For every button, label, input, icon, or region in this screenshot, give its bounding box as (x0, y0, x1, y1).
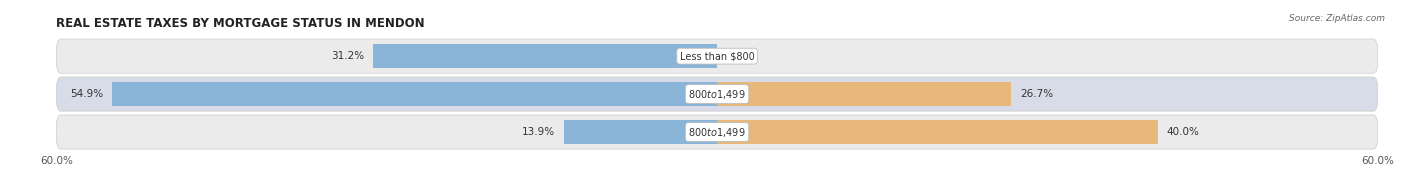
Text: 54.9%: 54.9% (70, 89, 104, 99)
Text: REAL ESTATE TAXES BY MORTGAGE STATUS IN MENDON: REAL ESTATE TAXES BY MORTGAGE STATUS IN … (56, 17, 425, 30)
Text: 0.0%: 0.0% (725, 51, 752, 61)
Bar (374, 44, 717, 68)
FancyBboxPatch shape (56, 39, 1378, 73)
Text: $800 to $1,499: $800 to $1,499 (689, 88, 745, 101)
Text: 13.9%: 13.9% (522, 127, 555, 137)
Bar (717, 120, 1157, 144)
Text: 31.2%: 31.2% (332, 51, 364, 61)
FancyBboxPatch shape (56, 77, 1378, 111)
Bar (112, 82, 717, 106)
Bar (717, 82, 1011, 106)
Text: Source: ZipAtlas.com: Source: ZipAtlas.com (1289, 14, 1385, 23)
Bar (564, 120, 717, 144)
Text: Less than $800: Less than $800 (679, 51, 755, 61)
Text: $800 to $1,499: $800 to $1,499 (689, 125, 745, 139)
Text: 40.0%: 40.0% (1167, 127, 1199, 137)
Text: 26.7%: 26.7% (1019, 89, 1053, 99)
FancyBboxPatch shape (56, 115, 1378, 149)
